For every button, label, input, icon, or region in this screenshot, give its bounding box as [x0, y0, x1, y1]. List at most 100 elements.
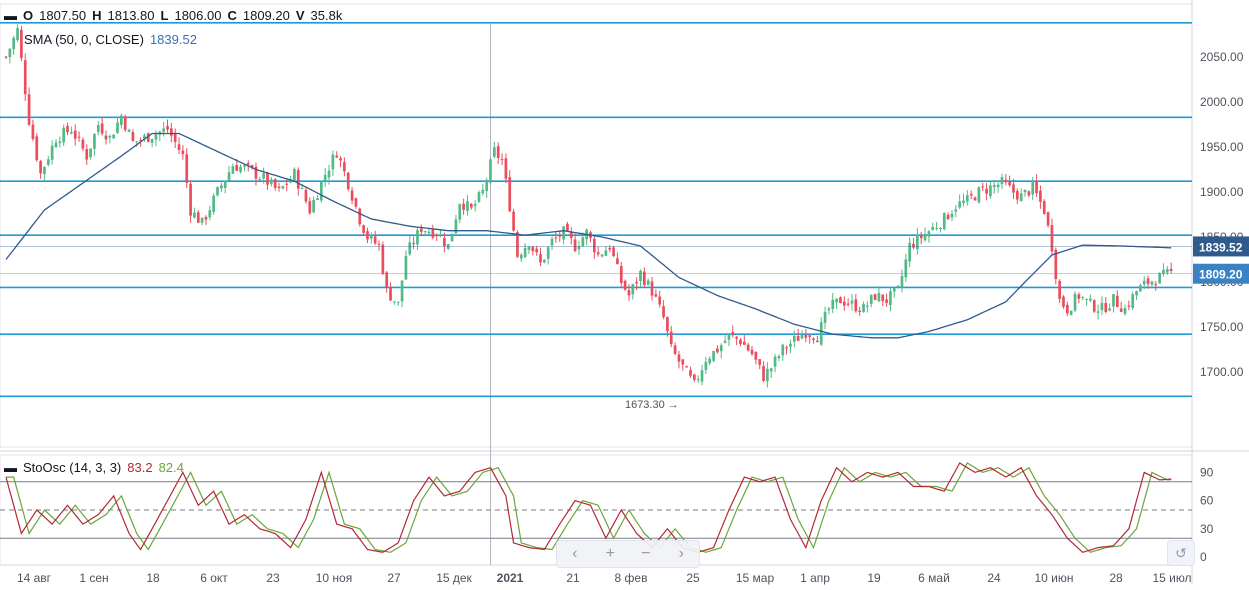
stoch-legend[interactable]: ▬ StoOsc (14, 3, 3) 83.2 82.4: [4, 460, 184, 475]
candle-body: [1096, 311, 1100, 313]
candle-body: [443, 237, 446, 247]
candle-body: [519, 254, 523, 259]
stoch-collapse-icon[interactable]: ▬: [4, 460, 17, 475]
candle-body: [566, 223, 569, 231]
candle-body: [462, 203, 465, 210]
candle-body: [766, 369, 769, 382]
candle-body: [739, 339, 742, 344]
candle-body: [712, 350, 715, 361]
candle-body: [204, 216, 208, 220]
candle-body: [1031, 181, 1035, 195]
candle-body: [812, 338, 815, 340]
candle-body: [323, 174, 327, 181]
candle-body: [1158, 272, 1161, 284]
candle-body: [504, 158, 508, 179]
candle-body: [131, 132, 135, 141]
candle-body: [1019, 193, 1023, 202]
zoom-out-button[interactable]: −: [641, 545, 651, 562]
candle-body: [1004, 179, 1008, 183]
main-pane-border: [0, 3, 1193, 448]
candle-body: [350, 190, 354, 201]
ohlc-legend: ▬ O 1807.50 H 1813.80 L 1806.00 C 1809.2…: [4, 8, 342, 23]
candle-body: [700, 370, 704, 382]
candle-body: [892, 287, 896, 292]
candle-body: [139, 139, 142, 141]
candle-body: [62, 127, 66, 143]
candle-body: [1127, 305, 1131, 307]
candle-body: [758, 359, 762, 365]
low-key: L: [160, 8, 169, 23]
time-tick-label: 6 май: [918, 571, 950, 585]
candle-body: [46, 159, 50, 165]
candle-body: [827, 308, 831, 311]
candle-body: [466, 201, 469, 211]
sma-legend[interactable]: SMA (50, 0, CLOSE) 1839.52: [4, 32, 197, 47]
candle-body: [427, 231, 431, 234]
candle-body: [439, 235, 442, 237]
candle-body: [419, 228, 423, 233]
horizontal-levels: [0, 21, 1192, 398]
scroll-left-button[interactable]: ‹: [572, 545, 578, 562]
time-tick-label: 2021: [497, 571, 524, 585]
legend-collapse-icon[interactable]: ▬: [4, 8, 17, 23]
zoom-in-button[interactable]: +: [605, 545, 615, 562]
candle-body: [642, 271, 646, 285]
candle-body: [1150, 281, 1154, 285]
candle-body: [546, 247, 550, 259]
candle-body: [562, 226, 565, 240]
candle-body: [962, 200, 965, 203]
candle-body: [573, 239, 577, 252]
reset-chart-button[interactable]: ↺: [1167, 540, 1195, 566]
candle-body: [81, 139, 85, 149]
stoch-k-line: [5, 462, 1172, 553]
candle-body: [554, 237, 558, 239]
candle-body: [569, 232, 573, 238]
candle-body: [358, 208, 362, 225]
candle-body: [685, 366, 688, 368]
candle-body: [873, 294, 877, 300]
candle-body: [39, 161, 42, 174]
candle-body: [985, 188, 988, 194]
candle-body: [623, 280, 627, 290]
axes: 1673.30 →1700.001750.001800.001850.00190…: [17, 50, 1244, 585]
candle-body: [689, 370, 692, 376]
candle-body: [373, 236, 377, 244]
candle-body: [616, 258, 619, 265]
candle-body: [785, 347, 788, 349]
candle-body: [393, 301, 396, 303]
chart-navigation: ‹ + − ›: [556, 540, 700, 568]
candle-body: [1154, 284, 1158, 286]
candle-body: [162, 128, 166, 132]
price-tick-label: 2050.00: [1200, 50, 1244, 64]
candle-body: [150, 138, 154, 143]
candle-body: [1035, 180, 1038, 194]
scroll-right-button[interactable]: ›: [678, 545, 684, 562]
candle-body: [658, 296, 662, 305]
candle-body: [289, 179, 292, 183]
candle-body: [400, 280, 404, 302]
candle-body: [508, 177, 512, 212]
candle-body: [1069, 310, 1073, 316]
candle-body: [600, 254, 604, 257]
candle-body: [304, 189, 308, 202]
candle-body: [981, 186, 985, 188]
candle-body: [646, 280, 650, 285]
time-tick-label: 6 окт: [200, 571, 228, 585]
candle-body: [896, 285, 900, 287]
candle-body: [577, 246, 581, 250]
candle-body: [293, 169, 296, 180]
candle-body: [608, 247, 612, 250]
price-tick-label: 2000.00: [1200, 95, 1244, 109]
candle-body: [189, 183, 192, 216]
candle-body: [858, 310, 862, 312]
candle-body: [273, 179, 277, 188]
candle-body: [227, 172, 231, 181]
time-tick-label: 28: [1109, 571, 1123, 585]
candle-body: [308, 201, 312, 214]
candle-body: [319, 181, 323, 201]
candle-body: [1062, 296, 1065, 307]
candle-body: [8, 48, 12, 58]
candle-body: [750, 349, 754, 355]
